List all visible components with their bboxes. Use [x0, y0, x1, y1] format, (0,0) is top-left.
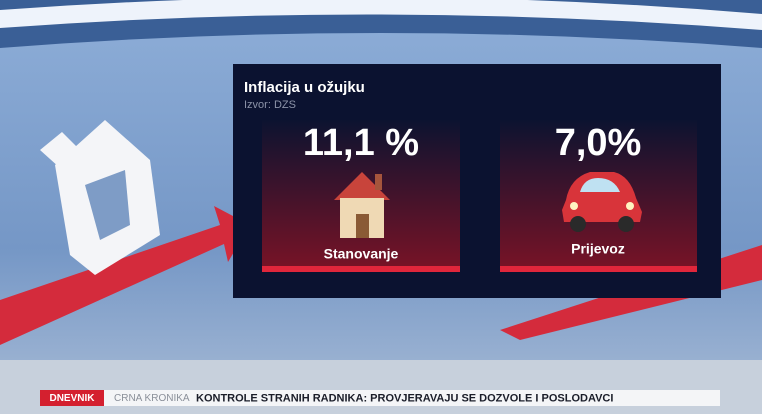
- ticker-program: DNEVNIK: [49, 393, 95, 404]
- card-value: 11,1 %: [303, 122, 419, 164]
- card-label: Prijevoz: [571, 241, 625, 257]
- panel-title: Inflacija u ožujku: [244, 79, 365, 96]
- card-label: Stanovanje: [324, 246, 399, 262]
- card-bar: [500, 266, 697, 272]
- card-1: 11,1 % Stanovanje: [262, 120, 460, 272]
- card-bar: [262, 266, 460, 272]
- card-value: 7,0%: [555, 122, 642, 164]
- car-icon: [562, 172, 642, 232]
- house-icon: [334, 172, 390, 238]
- ticker-section: CRNA KRONIKA: [114, 393, 190, 404]
- jerrycan-hole: [85, 170, 130, 240]
- arrow: [0, 206, 250, 345]
- panel-source: Izvor: DZS: [244, 99, 296, 111]
- card-2: 7,0% Prijevoz: [500, 120, 697, 272]
- ticker-headline: KONTROLE STRANIH RADNIKA: PROVJERAVAJU S…: [196, 392, 613, 404]
- curve-light: [0, 0, 762, 30]
- ticker-program-bg: [40, 390, 104, 406]
- ticker: [40, 390, 720, 406]
